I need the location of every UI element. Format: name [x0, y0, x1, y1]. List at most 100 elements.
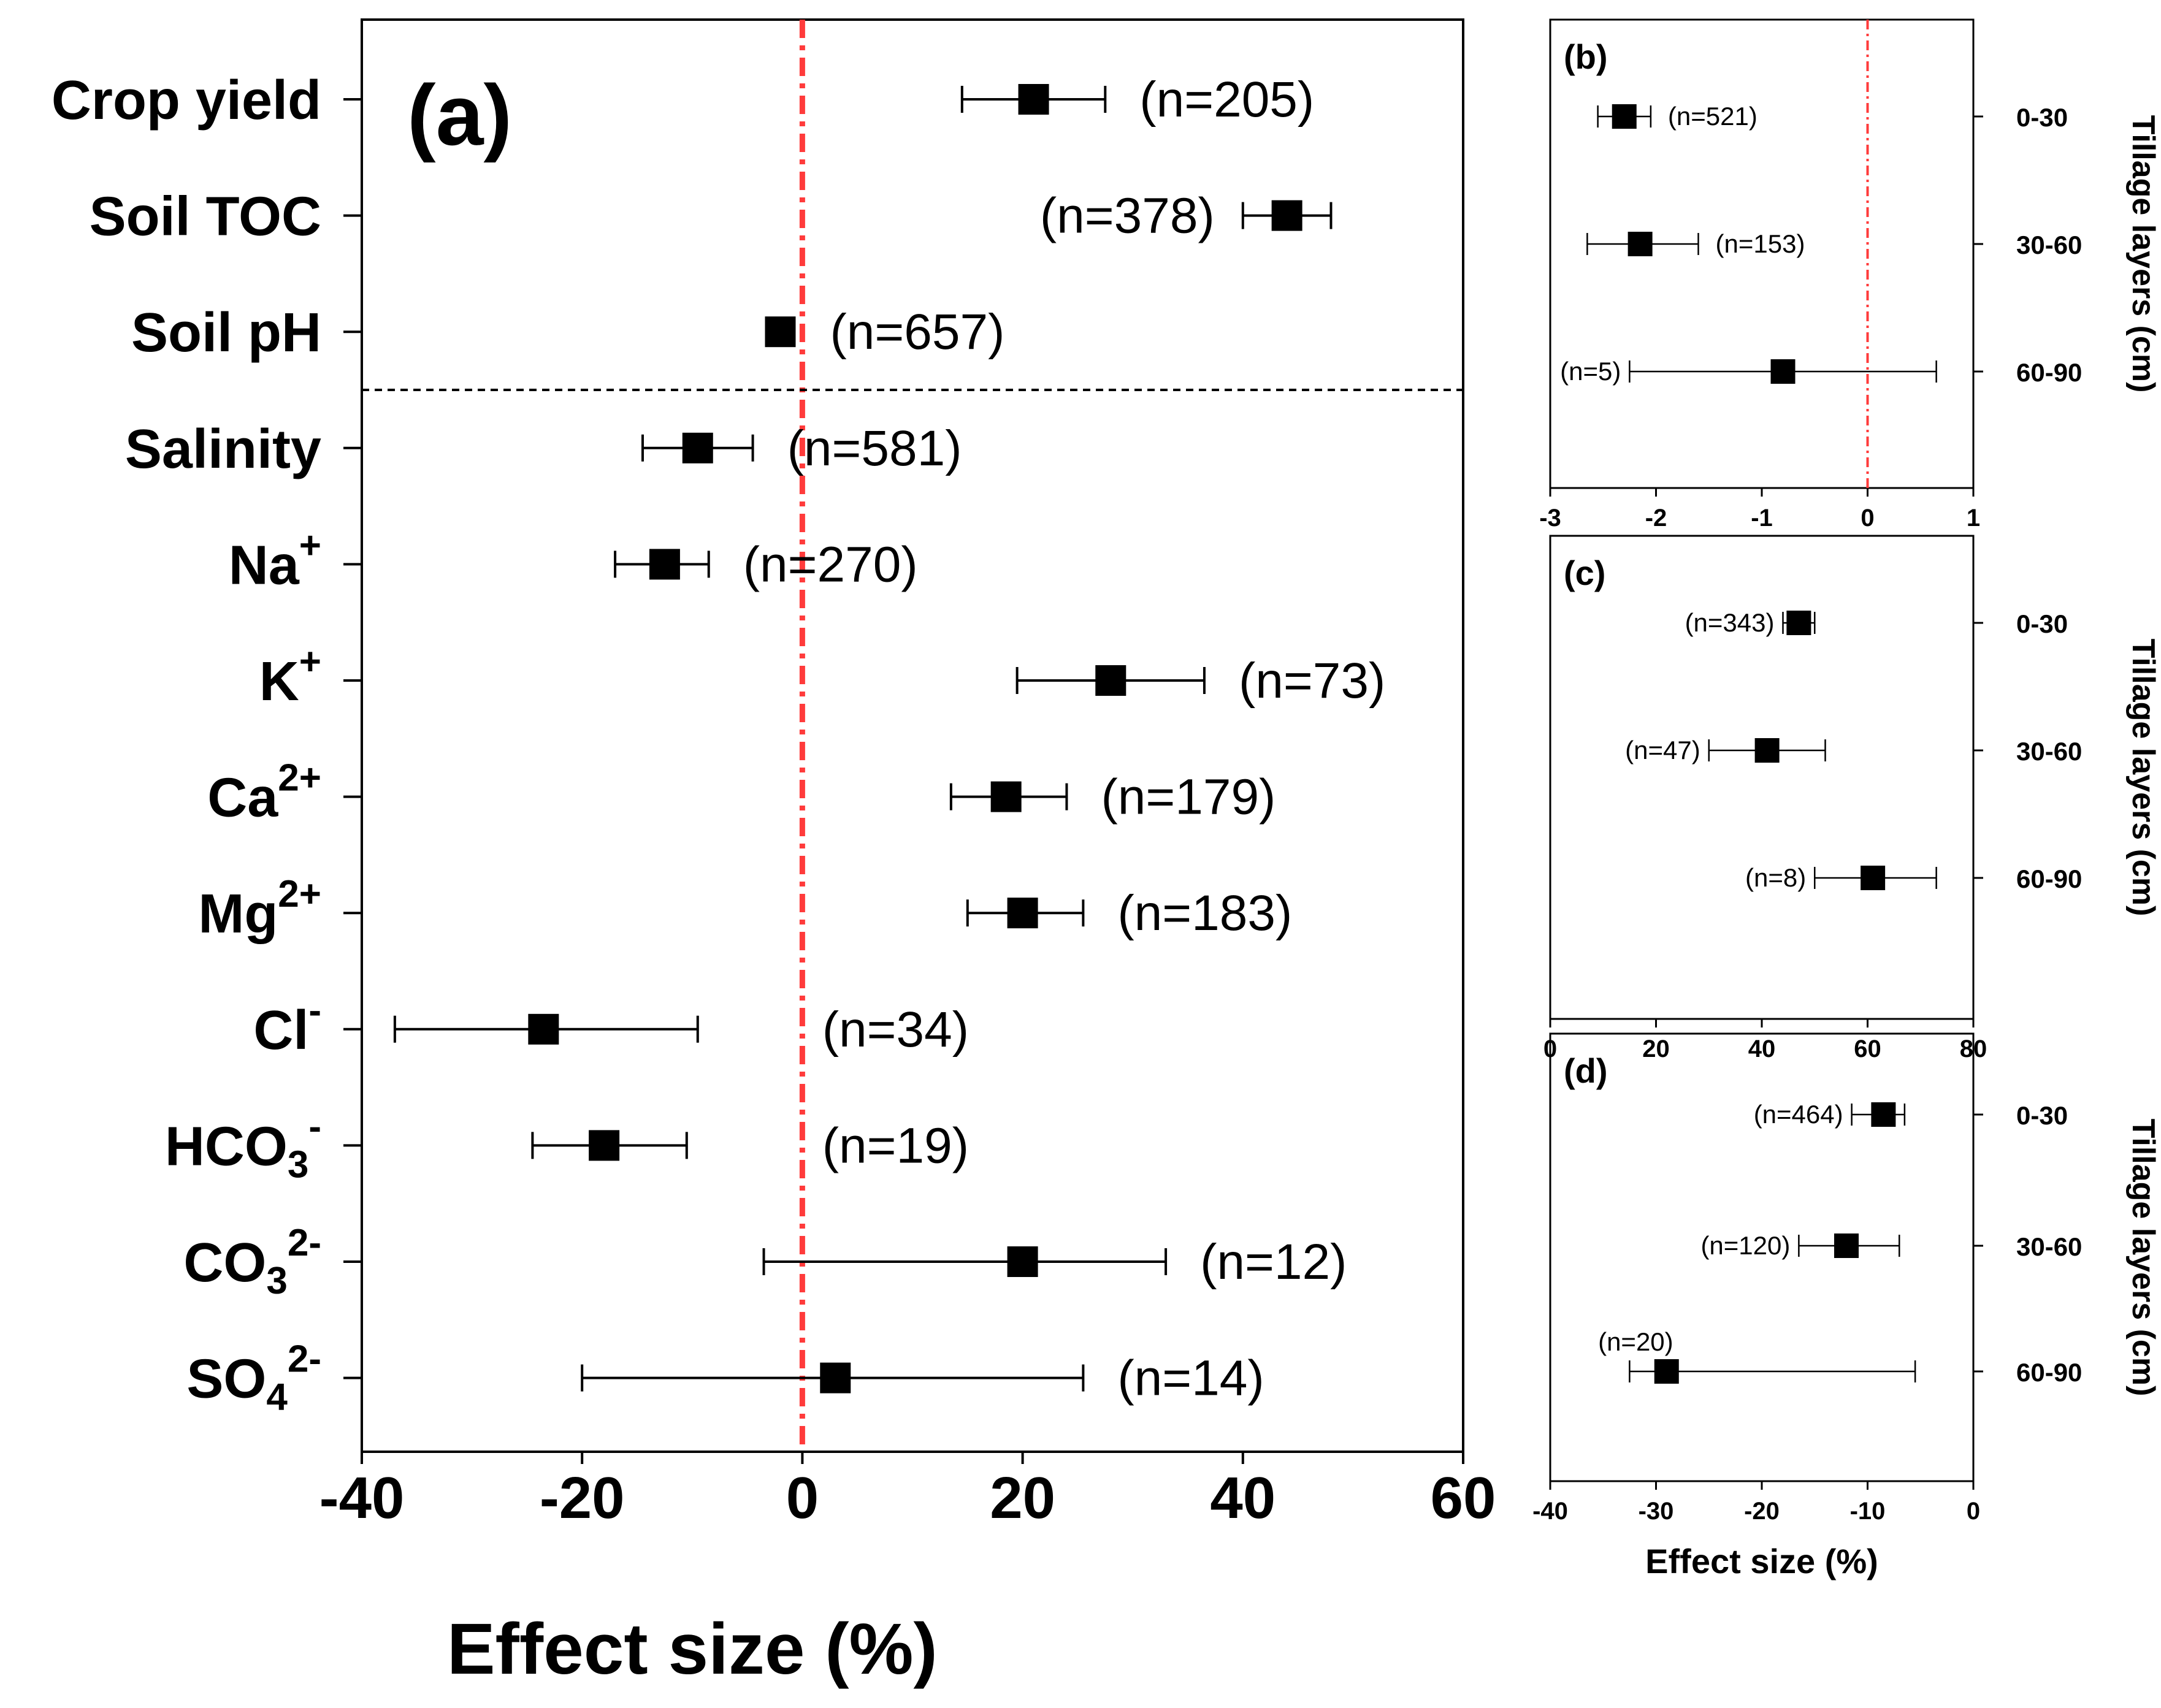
panel-c-layer-label: 60-90 — [2016, 864, 2082, 893]
panel-c-layer-label: 30-60 — [2016, 737, 2082, 766]
panel-b-x-tick-label: 0 — [1861, 505, 1874, 532]
panel-b-y-axis-title: Tillage layers (cm) — [2125, 115, 2161, 393]
panel-b-layer-label: 30-60 — [2016, 231, 2082, 259]
panel-c-n-label: (n=8) — [1745, 863, 1806, 892]
panel-b-n-label: (n=5) — [1560, 357, 1621, 386]
panel-a-mean-marker — [589, 1130, 620, 1161]
panel-a-row-label-superscript: 2+ — [278, 757, 321, 799]
panel-b-n-label: (n=153) — [1716, 229, 1805, 258]
panel-a-row-label-superscript: 2+ — [278, 873, 321, 915]
panel-a-row-label-text: Crop yield — [52, 70, 321, 131]
panel-a-row-label-text: Na — [229, 535, 300, 596]
panel-b-x-tick-label: -3 — [1539, 505, 1561, 532]
panel-a-n-label: (n=270) — [743, 536, 918, 592]
panel-a-mean-marker — [765, 316, 796, 348]
panel-a-n-label: (n=73) — [1239, 653, 1385, 709]
panel-b-x-tick-label: 1 — [1967, 505, 1980, 532]
panel-b-layer-label: 0-30 — [2016, 103, 2068, 132]
panel-a-row-label-text: Cl — [253, 1000, 308, 1061]
panel-a-mean-marker — [1018, 84, 1049, 115]
panel-c-layer-label: 0-30 — [2016, 609, 2068, 638]
panel-b-mean-marker — [1627, 232, 1653, 256]
panel-a-n-label: (n=657) — [830, 304, 1004, 360]
panel-d-label: (d) — [1564, 1051, 1608, 1090]
panel-a-row-label-superscript: + — [299, 524, 321, 566]
panel-a-row-label: Cl- — [253, 989, 321, 1061]
panel-a-x-axis-title: Effect size (%) — [447, 1609, 938, 1690]
panel-a-row-label-text: SO — [186, 1349, 266, 1410]
panel-a-row-label-superscript: - — [308, 989, 321, 1032]
panel-a-row-label: K+ — [259, 641, 321, 712]
panel-d-n-label: (n=464) — [1754, 1100, 1843, 1129]
panel-a-row-label-subscript: 4 — [266, 1376, 288, 1419]
panel-a-n-label: (n=19) — [822, 1118, 969, 1173]
panel-b-layer-label: 60-90 — [2016, 358, 2082, 387]
panel-c-x-tick-label: 20 — [1642, 1035, 1670, 1062]
panel-d: (d) -40 -30 -20 -10 0 Effect size (%) Tillage l… — [1532, 1032, 2161, 1580]
panel-d-n-label: (n=20) — [1598, 1327, 1673, 1356]
panel-b: (b) -3 -2 -1 0 1 Tillage layers (cm) 0-30 (n=521… — [1539, 18, 2161, 532]
panel-a-n-label: (n=378) — [1040, 188, 1215, 244]
panel-a-x-tick-label: 20 — [990, 1465, 1055, 1531]
panel-d-mean-marker — [1654, 1359, 1679, 1384]
panel-a-row-label-text: Soil TOC — [90, 186, 321, 248]
panel-a-row-label-text: CO — [183, 1232, 266, 1294]
panel-c-x-tick-label: 60 — [1854, 1035, 1881, 1062]
panel-a-row-label: SO42- — [186, 1338, 321, 1419]
panel-c-x-tick-label: 40 — [1748, 1035, 1776, 1062]
panel-d-x-tick-label: -30 — [1639, 1498, 1674, 1525]
panel-a-x-tick-label: -40 — [319, 1465, 405, 1531]
panel-d-x-axis-title: Effect size (%) — [1645, 1542, 1878, 1580]
panel-a-mean-marker — [1007, 898, 1038, 929]
panel-d-x-tick-label: -10 — [1850, 1498, 1886, 1525]
panel-a-row-label: Soil pH — [131, 302, 321, 364]
panel-d-layer-label: 30-60 — [2016, 1232, 2082, 1261]
panel-a-row-label-subscript: 3 — [266, 1260, 287, 1302]
panel-c-mean-marker — [1786, 611, 1811, 635]
panel-a-row-label-text: Ca — [207, 768, 278, 829]
panel-a-row-label: Soil TOC — [90, 186, 321, 248]
panel-a-n-label: (n=34) — [822, 1002, 969, 1058]
panel-a: (a) -40 -20 0 20 40 60 Effect size (%) Crop yiel… — [52, 18, 1496, 1690]
panel-a-mean-marker — [990, 781, 1022, 812]
panel-a-mean-marker — [820, 1362, 851, 1393]
panel-b-x-tick-label: -2 — [1645, 505, 1667, 532]
panel-a-row-label: Crop yield — [52, 70, 321, 131]
panel-a-row-label-subscript: 3 — [288, 1143, 308, 1186]
panel-d-mean-marker — [1834, 1233, 1859, 1258]
panel-c-mean-marker — [1861, 866, 1886, 890]
panel-a-x-tick-label: 0 — [786, 1465, 819, 1531]
panel-a-row-label-text: K — [259, 651, 299, 712]
panel-a-n-label: (n=12) — [1200, 1234, 1347, 1290]
panel-c-n-label: (n=47) — [1625, 736, 1700, 764]
panel-a-row-label-text: Mg — [198, 883, 278, 945]
panel-a-n-label: (n=205) — [1139, 72, 1314, 128]
panel-a-row-label-text: Soil pH — [131, 302, 321, 364]
panel-c-mean-marker — [1754, 738, 1780, 763]
panel-a-label: (a) — [407, 67, 512, 163]
panel-a-row-label-superscript: 2- — [288, 1222, 321, 1264]
panel-a-x-tick-label: 60 — [1431, 1465, 1496, 1531]
panel-a-mean-marker — [1007, 1246, 1038, 1277]
panel-a-mean-marker — [1095, 665, 1126, 696]
panel-c-y-axis-title: Tillage layers (cm) — [2125, 639, 2161, 917]
panel-a-n-label: (n=14) — [1117, 1351, 1264, 1406]
panel-d-mean-marker — [1871, 1102, 1896, 1127]
panel-a-row-label-superscript: - — [308, 1105, 321, 1148]
panel-a-row-label: Na+ — [229, 524, 321, 596]
panel-d-layer-label: 60-90 — [2016, 1358, 2082, 1387]
panel-a-row-label-text: HCO — [165, 1116, 288, 1177]
panel-a-mean-marker — [682, 432, 713, 463]
panel-d-n-label: (n=120) — [1700, 1231, 1790, 1260]
panel-a-row-label: Mg2+ — [198, 873, 321, 945]
panel-a-mean-marker — [528, 1013, 559, 1045]
panel-c-label: (c) — [1564, 554, 1605, 592]
panel-a-frame — [361, 18, 1464, 1453]
panel-b-x-tick-label: -1 — [1751, 505, 1773, 532]
panel-a-n-label: (n=183) — [1117, 885, 1292, 941]
panel-d-y-axis-title: Tillage layers (cm) — [2125, 1119, 2161, 1397]
panel-a-row-label: HCO3- — [165, 1105, 321, 1186]
panel-b-n-label: (n=521) — [1668, 102, 1757, 131]
panel-a-x-tick-label: 40 — [1210, 1465, 1276, 1531]
